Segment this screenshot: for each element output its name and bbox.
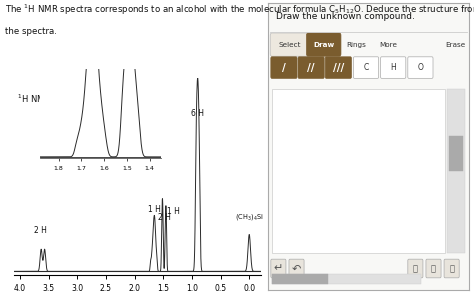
Text: ↵: ↵ [273,263,283,274]
Text: //: // [307,62,315,73]
FancyBboxPatch shape [289,259,304,278]
Text: the spectra.: the spectra. [5,27,56,36]
FancyBboxPatch shape [408,259,423,278]
Bar [272,89,445,253]
Text: Rings: Rings [346,42,366,48]
Bar [272,274,421,284]
FancyBboxPatch shape [408,57,433,78]
FancyBboxPatch shape [325,57,351,78]
FancyBboxPatch shape [381,57,406,78]
Text: C: C [364,63,369,72]
Text: 2 H: 2 H [34,225,46,234]
FancyBboxPatch shape [271,57,297,78]
Bar [449,136,463,171]
FancyBboxPatch shape [444,259,459,278]
Text: More: More [380,42,398,48]
Text: 1 H: 1 H [167,207,180,216]
Text: 2 H: 2 H [158,213,171,222]
Text: $(\mathrm{CH}_3)_4\mathrm{Si}$: $(\mathrm{CH}_3)_4\mathrm{Si}$ [235,212,264,222]
Text: ⌕: ⌕ [431,264,436,273]
FancyBboxPatch shape [270,33,309,56]
Text: /: / [282,62,286,73]
X-axis label: 300-MHz $^{1}$H NMR spectrum ppm ($\delta$): 300-MHz $^{1}$H NMR spectrum ppm ($\delt… [68,297,207,299]
Text: H: H [390,63,396,72]
Text: $^{1}$H NMR: $^{1}$H NMR [17,92,51,105]
Text: 🔍: 🔍 [413,264,418,273]
FancyBboxPatch shape [426,259,441,278]
Text: ///: /// [333,62,344,73]
Text: 🔍: 🔍 [449,264,454,273]
Text: O: O [418,63,423,72]
Text: ↶: ↶ [292,263,301,274]
FancyBboxPatch shape [354,57,379,78]
Text: Select: Select [278,42,301,48]
FancyBboxPatch shape [307,33,341,56]
Bar [447,89,465,253]
Text: Draw the unknown compound.: Draw the unknown compound. [276,12,415,21]
Bar [272,274,328,284]
Text: 1 H: 1 H [148,205,161,214]
Text: 6 H: 6 H [191,109,204,118]
Text: The $^{1}$H NMR spectra corresponds to an alcohol with the molecular formula C$_: The $^{1}$H NMR spectra corresponds to a… [5,3,474,17]
FancyBboxPatch shape [271,259,286,278]
FancyBboxPatch shape [298,57,324,78]
Text: Draw: Draw [313,42,335,48]
Text: Erase: Erase [445,42,465,48]
